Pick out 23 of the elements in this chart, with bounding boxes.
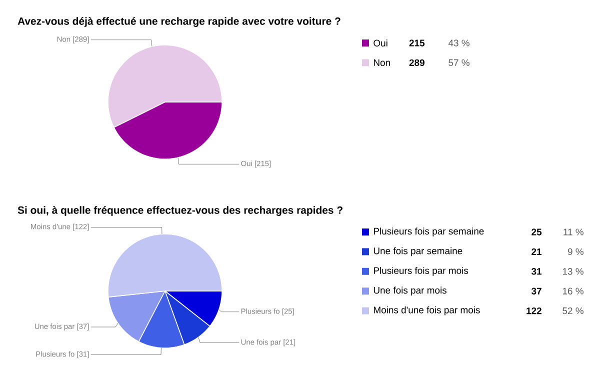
data-label: 21 bbox=[532, 248, 542, 256]
data-label: 289 bbox=[409, 59, 424, 66]
text: 11 % bbox=[564, 228, 584, 236]
legend-label: Plusieurs fois par semaine bbox=[374, 228, 484, 236]
data-label: 37 bbox=[532, 288, 542, 294]
chart-title: Avez-vous déjà effectué une recharge rapide avec votre voiture ? bbox=[18, 17, 340, 27]
legend-label: Une fois par mois bbox=[374, 286, 446, 296]
text: 13 % bbox=[562, 268, 584, 275]
data-label: 25 bbox=[532, 228, 542, 236]
legend-label: Plusieurs fois par mois bbox=[374, 266, 468, 276]
text: 16 % bbox=[562, 288, 584, 294]
text: 9 % bbox=[568, 248, 584, 256]
data-label: 215 bbox=[409, 40, 425, 46]
legend-label: Non bbox=[374, 59, 390, 66]
data-label: 31 bbox=[532, 268, 542, 275]
legend-label: Moins d'une fois par mois bbox=[374, 306, 480, 316]
chart-title: Si oui, à quelle fréquence effectuez-vous des recharges rapides ? bbox=[18, 206, 342, 216]
legend-label: Une fois par semaine bbox=[374, 247, 462, 256]
text: 52 % bbox=[562, 307, 584, 314]
text: 57 % bbox=[448, 59, 470, 66]
data-label: 122 bbox=[526, 307, 542, 314]
legend-label: Oui bbox=[374, 40, 388, 46]
text: 43 % bbox=[448, 40, 470, 46]
